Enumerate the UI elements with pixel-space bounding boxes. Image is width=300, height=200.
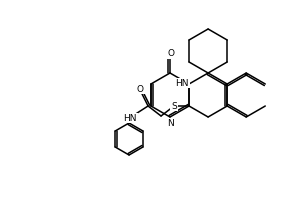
Text: HN: HN bbox=[175, 78, 189, 88]
Text: HN: HN bbox=[123, 114, 137, 122]
Text: O: O bbox=[167, 49, 175, 58]
Text: N: N bbox=[168, 118, 174, 128]
Text: S: S bbox=[171, 102, 177, 110]
Text: O: O bbox=[136, 85, 144, 94]
